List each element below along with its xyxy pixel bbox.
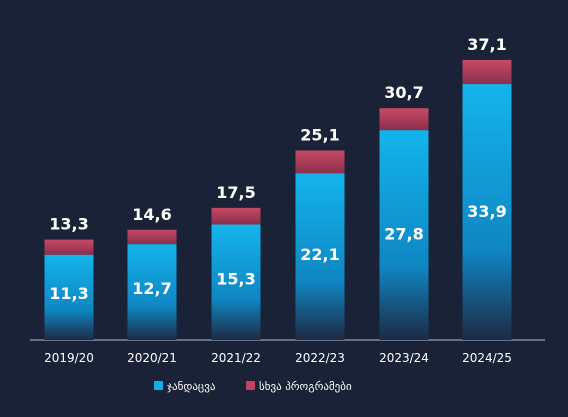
total-value-label: 30,7 xyxy=(384,83,423,102)
bar-other-2021/22 xyxy=(211,207,261,225)
bar-healthcare-2023/24 xyxy=(379,130,429,340)
total-value-label: 25,1 xyxy=(300,125,339,144)
inner-value-label: 11,3 xyxy=(49,284,88,303)
x-tick-label: 2020/21 xyxy=(127,351,177,365)
bar-other-2024/25 xyxy=(462,59,512,85)
legend-swatch-other xyxy=(246,381,255,390)
x-tick-label: 2024/25 xyxy=(462,351,512,365)
bar-healthcare-2024/25 xyxy=(462,84,512,341)
x-tick-label: 2019/20 xyxy=(44,351,94,365)
bar-other-2022/23 xyxy=(295,150,345,174)
bar-other-2019/20 xyxy=(44,239,94,255)
total-value-label: 17,5 xyxy=(216,183,255,202)
x-tick-label: 2023/24 xyxy=(379,351,429,365)
legend-label-other: სხვა პროგრამები xyxy=(259,380,352,393)
bar-healthcare-2021/22 xyxy=(211,224,261,340)
x-tick-labels: 2019/20 2020/21 2021/22 2022/23 2023/24 2024/… xyxy=(44,351,512,365)
x-tick-label: 2021/22 xyxy=(211,351,261,365)
inner-value-label: 27,8 xyxy=(384,224,423,243)
legend-swatch-healthcare xyxy=(154,381,163,390)
legend-label-healthcare: ჯანდაცვა xyxy=(167,380,216,393)
inner-value-label: 15,3 xyxy=(216,270,255,289)
inner-value-label: 33,9 xyxy=(467,202,506,221)
bar-healthcare-2020/21 xyxy=(127,244,177,340)
bar-other-2020/21 xyxy=(127,229,177,245)
bar-healthcare-2019/20 xyxy=(44,254,94,340)
bar-other-2023/24 xyxy=(379,108,429,131)
total-value-label: 14,6 xyxy=(132,205,171,224)
inner-value-label: 22,1 xyxy=(300,245,339,264)
inner-value-label: 12,7 xyxy=(132,279,171,298)
bars-group: 11,3 13,3 12,7 14,6 15,3 17,5 22,1 25,1 27,8 30,7… xyxy=(44,35,512,341)
total-value-label: 13,3 xyxy=(49,215,88,234)
total-value-label: 37,1 xyxy=(467,35,506,54)
legend: ჯანდაცვა სხვა პროგრამები xyxy=(154,380,352,393)
bar-healthcare-2022/23 xyxy=(295,173,345,340)
x-tick-label: 2022/23 xyxy=(295,351,345,365)
